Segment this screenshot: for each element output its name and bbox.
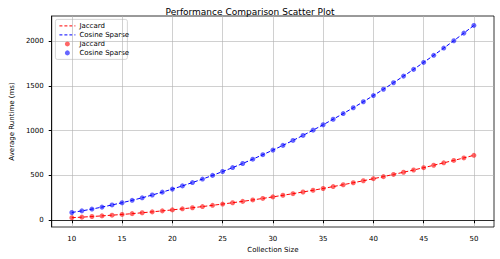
svg-text:10: 10 — [67, 235, 76, 243]
svg-text:35: 35 — [319, 235, 328, 243]
svg-text:1000: 1000 — [26, 127, 44, 135]
svg-text:1500: 1500 — [26, 82, 44, 90]
svg-text:50: 50 — [469, 235, 478, 243]
svg-text:30: 30 — [268, 235, 277, 243]
svg-text:40: 40 — [369, 235, 378, 243]
svg-text:45: 45 — [419, 235, 428, 243]
svg-text:Jaccard: Jaccard — [78, 40, 105, 48]
svg-text:Cosine Sparse: Cosine Sparse — [79, 31, 129, 39]
svg-text:Collection Size: Collection Size — [247, 246, 298, 254]
svg-text:Cosine Sparse: Cosine Sparse — [79, 49, 129, 57]
svg-text:0: 0 — [39, 216, 43, 224]
svg-text:Average Runtime (ms): Average Runtime (ms) — [8, 82, 16, 161]
svg-text:500: 500 — [30, 171, 43, 179]
svg-text:25: 25 — [218, 235, 227, 243]
svg-text:Performance Comparison Scatter: Performance Comparison Scatter Plot — [166, 7, 335, 17]
svg-text:2000: 2000 — [26, 37, 44, 45]
svg-text:20: 20 — [168, 235, 177, 243]
svg-text:15: 15 — [118, 235, 127, 243]
svg-text:Jaccard: Jaccard — [78, 22, 105, 30]
